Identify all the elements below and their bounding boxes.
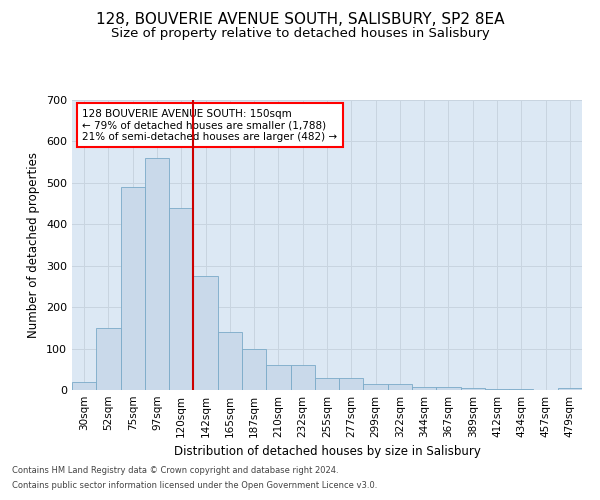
- Bar: [169, 208, 193, 390]
- Bar: [121, 187, 145, 390]
- Bar: [218, 332, 242, 390]
- Bar: [485, 389, 509, 390]
- Bar: [315, 378, 339, 390]
- Bar: [72, 382, 96, 390]
- Bar: [266, 365, 290, 390]
- Bar: [96, 328, 121, 390]
- Bar: [412, 386, 436, 390]
- Bar: [364, 384, 388, 390]
- X-axis label: Distribution of detached houses by size in Salisbury: Distribution of detached houses by size …: [173, 446, 481, 458]
- Text: Contains HM Land Registry data © Crown copyright and database right 2024.: Contains HM Land Registry data © Crown c…: [12, 466, 338, 475]
- Bar: [339, 378, 364, 390]
- Y-axis label: Number of detached properties: Number of detached properties: [28, 152, 40, 338]
- Bar: [509, 389, 533, 390]
- Bar: [290, 365, 315, 390]
- Bar: [558, 388, 582, 390]
- Bar: [388, 384, 412, 390]
- Text: Contains public sector information licensed under the Open Government Licence v3: Contains public sector information licen…: [12, 481, 377, 490]
- Bar: [145, 158, 169, 390]
- Bar: [461, 388, 485, 390]
- Bar: [436, 386, 461, 390]
- Text: 128, BOUVERIE AVENUE SOUTH, SALISBURY, SP2 8EA: 128, BOUVERIE AVENUE SOUTH, SALISBURY, S…: [96, 12, 504, 28]
- Text: Size of property relative to detached houses in Salisbury: Size of property relative to detached ho…: [110, 28, 490, 40]
- Bar: [242, 348, 266, 390]
- Bar: [193, 276, 218, 390]
- Text: 128 BOUVERIE AVENUE SOUTH: 150sqm
← 79% of detached houses are smaller (1,788)
2: 128 BOUVERIE AVENUE SOUTH: 150sqm ← 79% …: [82, 108, 337, 142]
